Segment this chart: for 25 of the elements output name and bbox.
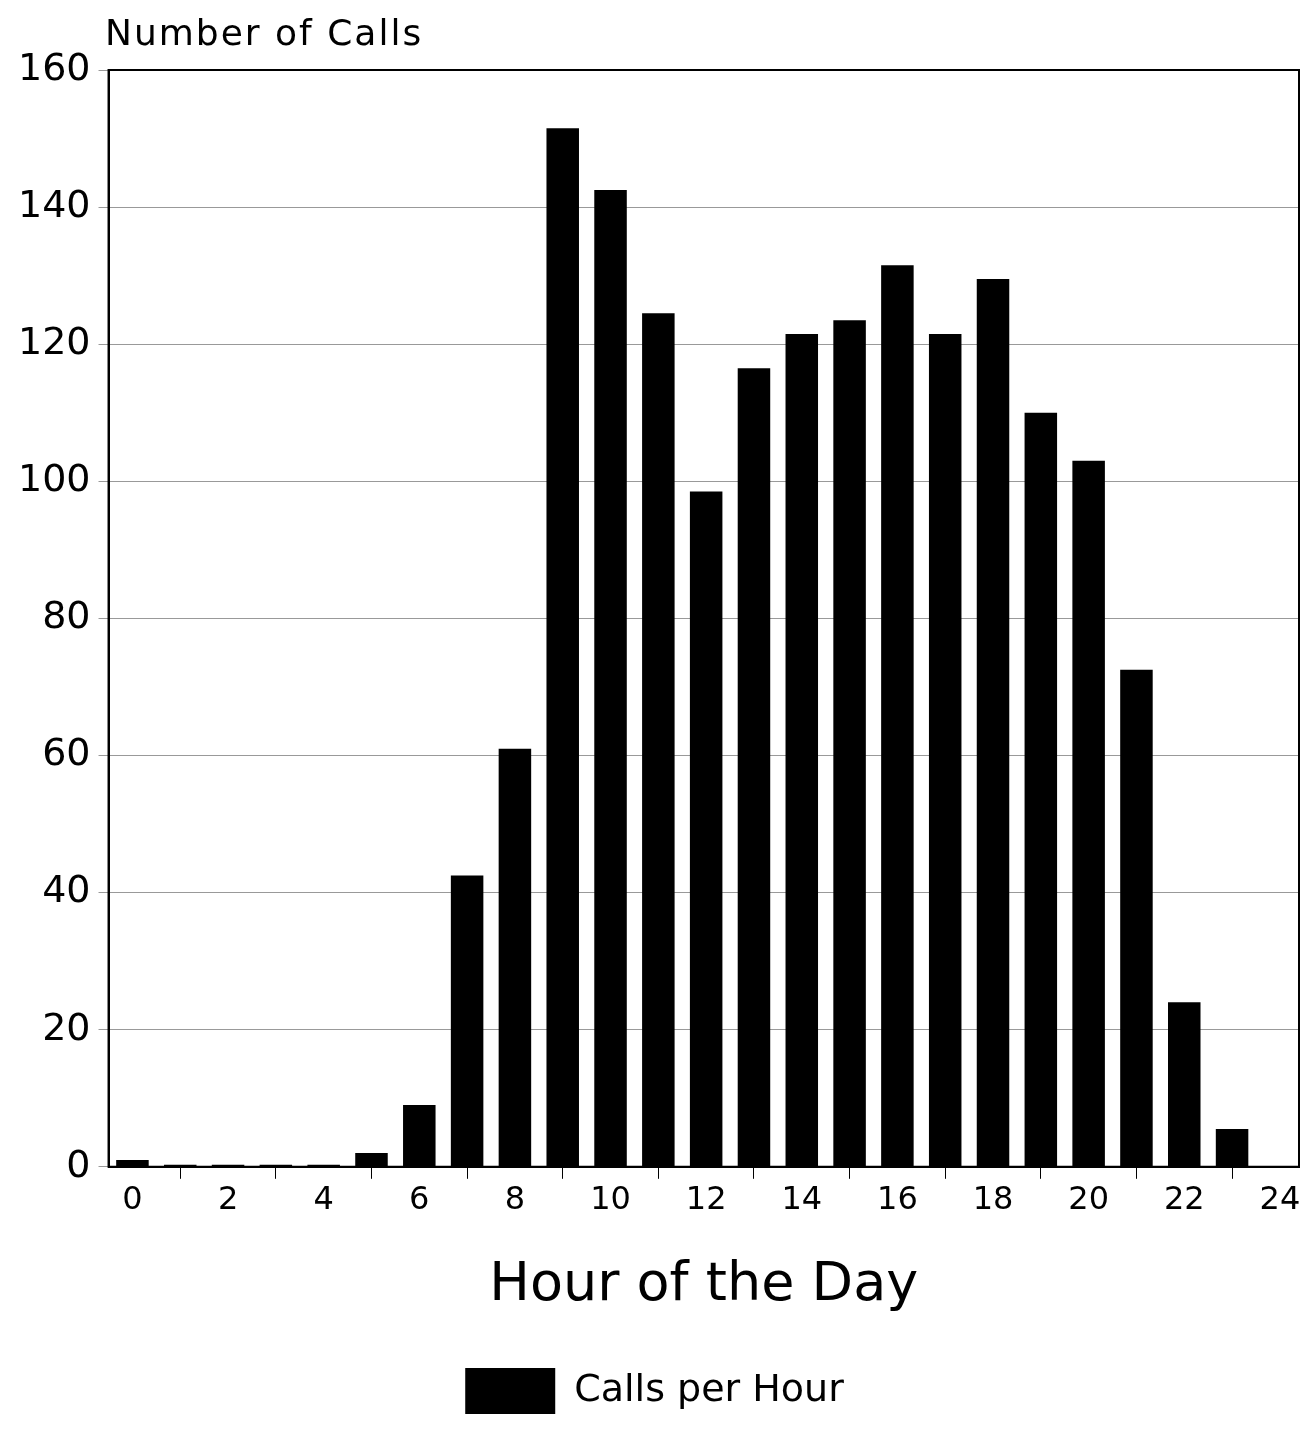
- x-axis-title: Hour of the Day: [489, 1249, 919, 1313]
- y-tick-label: 160: [18, 44, 91, 89]
- x-tick-label: 22: [1163, 1179, 1205, 1218]
- legend-label: Calls per Hour: [574, 1365, 845, 1410]
- y-tick-label: 140: [18, 181, 91, 226]
- y-tick-label: 80: [42, 593, 91, 638]
- x-tick-label: 2: [217, 1179, 239, 1218]
- x-tick-label: 20: [1068, 1179, 1109, 1218]
- x-tick-label: 8: [504, 1179, 526, 1218]
- x-tick-label: 24: [1259, 1179, 1301, 1218]
- y-tick-label: 100: [18, 456, 91, 501]
- x-tick-label: 10: [590, 1179, 631, 1218]
- x-tick-label: 14: [781, 1179, 823, 1218]
- y-tick-label: 40: [42, 867, 91, 912]
- x-tick-label: 12: [685, 1179, 727, 1218]
- y-tick-label: 0: [66, 1141, 91, 1186]
- x-tick-label: 4: [313, 1179, 334, 1218]
- x-tick-label: 16: [877, 1179, 918, 1218]
- x-tick-label: 18: [972, 1179, 1014, 1218]
- y-axis-title: Number of Calls: [105, 12, 424, 53]
- x-tick-label: 0: [122, 1179, 143, 1218]
- y-tick-label: 60: [42, 730, 91, 775]
- y-tick-label: 20: [42, 1004, 91, 1049]
- x-tick-label: 6: [409, 1179, 430, 1218]
- y-tick-label: 120: [18, 319, 91, 364]
